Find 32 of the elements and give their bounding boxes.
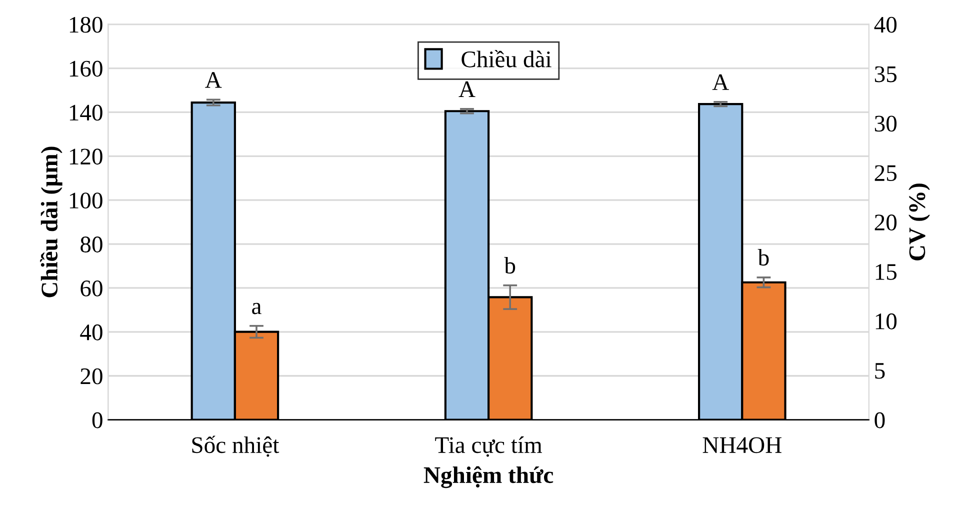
- y-tick-label: 120: [70, 148, 102, 165]
- y-tick-label: 160: [70, 60, 102, 77]
- y2-tick-label: 40: [874, 16, 897, 33]
- y2-tick-label: 15: [876, 264, 897, 280]
- y2-tick-label: 0: [874, 412, 885, 428]
- y-tick-label: 40: [80, 324, 102, 340]
- x-tick-label: NH4OH: [702, 437, 782, 454]
- y-tick-label: 80: [80, 236, 102, 252]
- annotation: b: [504, 256, 516, 274]
- annotation: A: [458, 81, 476, 97]
- y2-axis-title: CV (%): [908, 184, 930, 260]
- y2-tick-label: 30: [874, 116, 897, 132]
- y-tick-label: 20: [80, 368, 102, 384]
- annotation: b: [758, 248, 769, 266]
- y2-tick-label: 25: [874, 165, 897, 182]
- y-tick-label: 0: [92, 412, 102, 428]
- y-tick-label: 140: [70, 104, 102, 121]
- x-tick-label: Tia cực tím: [435, 436, 542, 457]
- y2-tick-label: 20: [874, 214, 897, 230]
- y2-tick-label: 5: [875, 363, 885, 379]
- y-axis-title: Chiều dài (µm): [40, 146, 62, 298]
- y-tick-label: 100: [70, 192, 102, 209]
- y2-tick-label: 10: [876, 313, 897, 330]
- annotation: A: [205, 72, 222, 88]
- y-tick-label: 180: [70, 16, 102, 33]
- legend-label: Chiều dài: [462, 50, 552, 68]
- annotation: A: [712, 74, 729, 90]
- annotation: a: [252, 302, 262, 314]
- x-axis-title: Nghiệm thức: [424, 466, 554, 488]
- y2-tick-label: 35: [874, 66, 897, 82]
- y-tick-label: 60: [80, 280, 102, 296]
- x-tick-label: Sốc nhiệt: [192, 436, 280, 457]
